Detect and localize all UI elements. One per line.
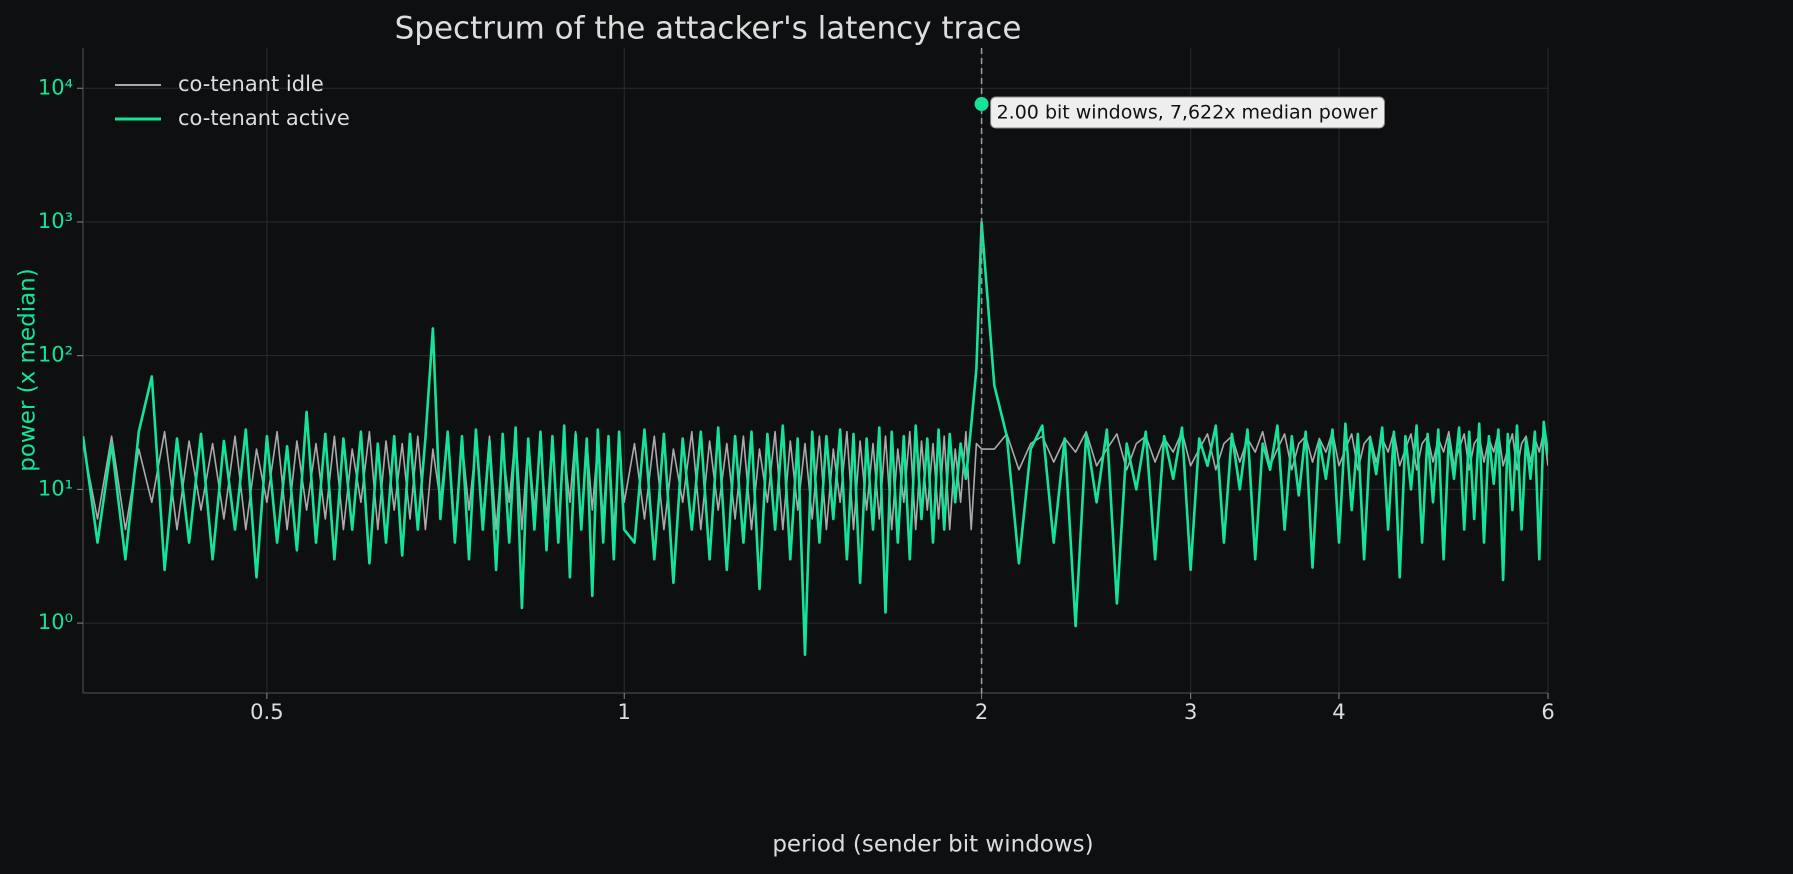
x-tick-label: 2 [975, 700, 988, 724]
y-tick-label: 10³ [38, 209, 73, 233]
y-tick-label: 10² [38, 343, 73, 367]
series-line [83, 220, 1548, 656]
annotation-point [974, 97, 989, 112]
chart-title: Spectrum of the attacker's latency trace [395, 11, 1022, 47]
x-axis-label: period (sender bit windows) [772, 832, 1093, 858]
x-tick-label: 6 [1541, 700, 1554, 724]
x-tick-label: 4 [1332, 700, 1345, 724]
annotation-text: 2.00 bit windows, 7,622x median power [997, 102, 1378, 124]
x-tick-label: 0.5 [250, 700, 283, 724]
x-tick-label: 3 [1184, 700, 1197, 724]
y-tick-label: 10⁴ [38, 75, 73, 99]
y-tick-label: 10¹ [38, 476, 73, 500]
annotation-box [990, 96, 1386, 129]
y-tick-label: 10⁰ [38, 610, 73, 634]
legend-label: co-tenant active [178, 106, 350, 130]
y-axis-label: power (x median) [15, 268, 41, 472]
x-tick-label: 1 [618, 700, 631, 724]
legend-label: co-tenant idle [178, 72, 324, 96]
